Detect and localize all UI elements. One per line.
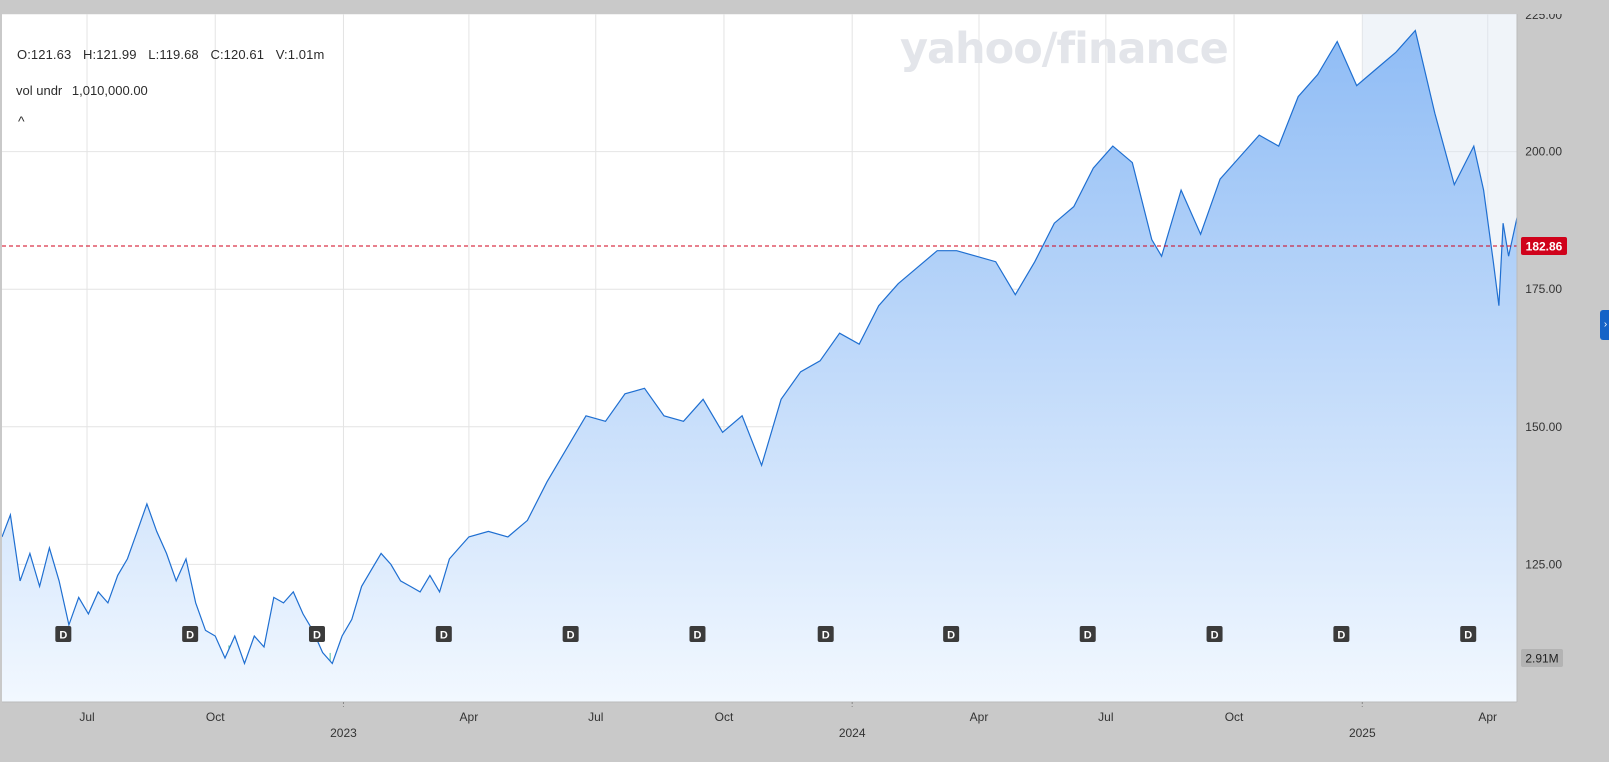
dividend-marker: D [562, 626, 579, 642]
dividend-marker: D [182, 626, 199, 642]
dividend-badge [562, 626, 579, 642]
volume-max-badge [1521, 649, 1563, 667]
x-tick-label: Oct [206, 710, 225, 724]
dividend-marker: D [55, 626, 72, 642]
year-tick-label: 2024 [839, 726, 866, 740]
dividend-marker: D [308, 626, 325, 642]
year-tick-label: 2025 [1349, 726, 1376, 740]
x-tick-label: Apr [460, 710, 479, 724]
dividend-marker: D [1206, 626, 1223, 642]
dividend-label: D [1084, 630, 1092, 642]
dividend-badge [1079, 626, 1096, 642]
dividend-marker: D [689, 626, 706, 642]
x-axis: Jul Oct Apr Jul Oct Apr Jul Oct Apr 2023 2024 2025 [2, 701, 1517, 740]
year-tick-label: 2023 [330, 726, 357, 740]
yahoo-finance-watermark: yahoo/finance [900, 24, 1229, 74]
x-tick-label: Jul [79, 710, 94, 724]
dividend-label: D [1337, 630, 1345, 642]
y-tick-label: 125.00 [1525, 557, 1562, 571]
dividend-marker: D [943, 626, 960, 642]
axis-badges: 182.86 2.91M [1521, 236, 1567, 667]
y-tick-label: 200.00 [1525, 145, 1562, 159]
dividend-label: D [694, 630, 702, 642]
price-chart[interactable]: D D D D D D D D D D D D 125.00 150.00 175.00 200.00 225… [2, 14, 1605, 759]
dividend-badge [182, 626, 199, 642]
dividend-badge [943, 626, 960, 642]
dividend-label: D [440, 630, 448, 642]
dividend-label: D [1464, 630, 1472, 642]
dividend-label: D [822, 630, 830, 642]
x-tick-label: Apr [970, 710, 989, 724]
y-tick-label: 225.00 [1525, 14, 1562, 22]
y-tick-label: 175.00 [1525, 282, 1562, 296]
dividend-badge [1460, 626, 1477, 642]
dividend-marker: D [1333, 626, 1350, 642]
x-tick-label: Oct [1225, 710, 1244, 724]
y-axis: 125.00 150.00 175.00 200.00 225.00 [1516, 14, 1562, 702]
x-tick-label: Apr [1478, 710, 1497, 724]
close-value: C:120.61 [210, 47, 265, 62]
dividend-badge [1333, 626, 1350, 642]
collapse-legend-icon[interactable]: ^ [18, 113, 25, 129]
chart-frame: D D D D D D D D D D D D 125.00 150.00 175.00 200.00 225… [2, 14, 1609, 759]
y-tick-label: 150.00 [1525, 420, 1562, 434]
dividend-marker: D [817, 626, 834, 642]
price-area [2, 30, 1517, 702]
volume-legend-value: 1,010,000.00 [71, 83, 148, 98]
volume-legend: vol undr 1,010,000.00 [16, 83, 148, 98]
dividend-badge [689, 626, 706, 642]
dividend-marker: D [435, 626, 452, 642]
price-line [2, 29, 1518, 666]
last-price-badge [1521, 236, 1567, 255]
low-value: L:119.68 [148, 47, 199, 62]
dividend-label: D [947, 630, 955, 642]
dividend-marker: D [1460, 626, 1477, 642]
dividend-label: D [59, 630, 67, 642]
dividend-badge [817, 626, 834, 642]
x-tick-label: Jul [588, 710, 603, 724]
dividend-label: D [1211, 630, 1219, 642]
x-tick-label: Oct [715, 710, 734, 724]
ohlc-legend: O:121.63 H:121.99 L:119.68 C:120.61 V:1.… [17, 47, 332, 62]
last-price-label: 182.86 [1526, 239, 1563, 253]
high-value: H:121.99 [83, 47, 137, 62]
dividend-label: D [186, 630, 194, 642]
expand-panel-icon[interactable]: › [1600, 310, 1609, 340]
dividend-badge [308, 626, 325, 642]
x-tick-label: Jul [1098, 710, 1113, 724]
dividend-badge [435, 626, 452, 642]
dividend-badge [55, 626, 72, 642]
volume-max-label: 2.91M [1525, 652, 1558, 666]
open-value: O:121.63 [17, 47, 72, 62]
volume-legend-label: vol undr [16, 83, 63, 98]
dividend-badge [1206, 626, 1223, 642]
dividend-label: D [313, 630, 321, 642]
dividend-marker: D [1079, 626, 1096, 642]
dividend-label: D [567, 630, 575, 642]
volume-value: V:1.01m [275, 47, 325, 62]
